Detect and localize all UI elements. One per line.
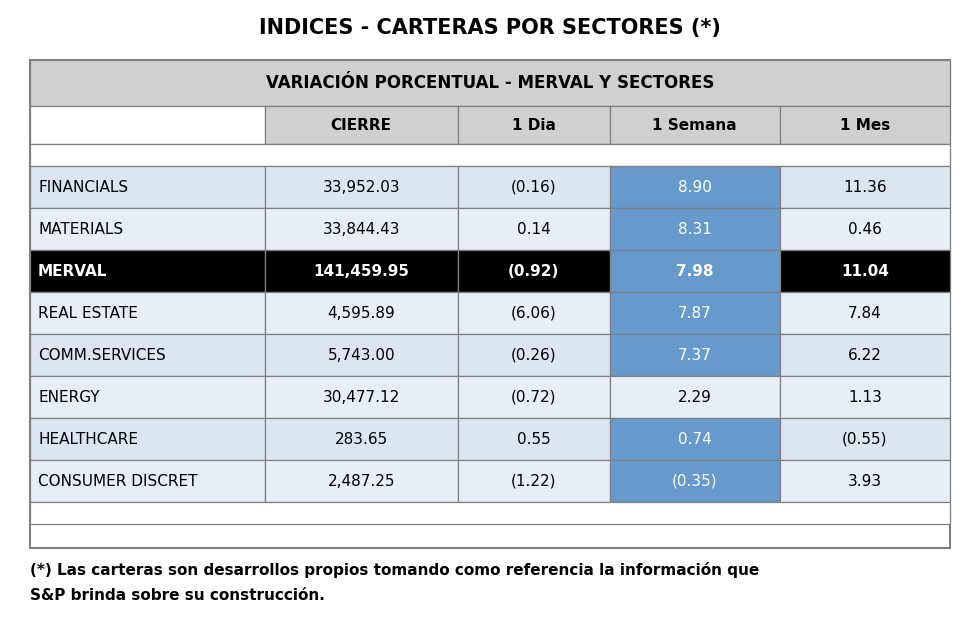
Text: 0.74: 0.74 — [678, 431, 711, 447]
Bar — [610, 376, 780, 418]
Bar — [30, 292, 265, 334]
Text: 7.84: 7.84 — [848, 306, 882, 320]
Bar — [610, 166, 780, 208]
Bar — [610, 292, 780, 334]
Bar — [780, 106, 950, 144]
Bar — [30, 460, 265, 502]
Bar — [30, 250, 265, 292]
Text: VARIACIÓN PORCENTUAL - MERVAL Y SECTORES: VARIACIÓN PORCENTUAL - MERVAL Y SECTORES — [266, 74, 714, 92]
Bar — [780, 208, 950, 250]
Text: 11.36: 11.36 — [843, 179, 887, 195]
Text: ENERGY: ENERGY — [38, 390, 100, 404]
Bar — [610, 250, 780, 292]
Text: 7.87: 7.87 — [678, 306, 711, 320]
Bar — [30, 60, 950, 106]
Bar — [458, 106, 610, 144]
Text: REAL ESTATE: REAL ESTATE — [38, 306, 138, 320]
Text: 30,477.12: 30,477.12 — [322, 390, 400, 404]
Bar — [780, 460, 950, 502]
Text: 4,595.89: 4,595.89 — [327, 306, 395, 320]
Bar — [265, 376, 458, 418]
Text: (0.55): (0.55) — [842, 431, 888, 447]
Bar — [265, 250, 458, 292]
Text: 1.13: 1.13 — [848, 390, 882, 404]
Text: (*) Las carteras son desarrollos propios tomando como referencia la información : (*) Las carteras son desarrollos propios… — [30, 562, 760, 578]
Text: (0.92): (0.92) — [508, 263, 560, 279]
Bar — [265, 106, 458, 144]
Bar — [610, 334, 780, 376]
Bar — [458, 208, 610, 250]
Bar — [458, 376, 610, 418]
Text: S&P brinda sobre su construcción.: S&P brinda sobre su construcción. — [30, 588, 325, 603]
Bar — [265, 418, 458, 460]
Bar — [610, 106, 780, 144]
Text: MERVAL: MERVAL — [38, 263, 108, 279]
Bar — [610, 208, 780, 250]
Text: 0.14: 0.14 — [516, 221, 551, 237]
Bar — [30, 208, 265, 250]
Text: 7.98: 7.98 — [676, 263, 713, 279]
Bar — [30, 334, 265, 376]
Bar — [458, 292, 610, 334]
Bar — [610, 460, 780, 502]
Text: 0.46: 0.46 — [848, 221, 882, 237]
Text: CONSUMER DISCRET: CONSUMER DISCRET — [38, 473, 198, 489]
Text: CIERRE: CIERRE — [330, 117, 392, 133]
Bar — [780, 376, 950, 418]
Text: 7.37: 7.37 — [678, 348, 711, 362]
Bar — [458, 166, 610, 208]
Bar — [458, 418, 610, 460]
Bar — [780, 292, 950, 334]
Bar — [265, 292, 458, 334]
Bar — [265, 460, 458, 502]
Text: COMM.SERVICES: COMM.SERVICES — [38, 348, 166, 362]
Bar — [265, 334, 458, 376]
Bar — [265, 208, 458, 250]
Text: MATERIALS: MATERIALS — [38, 221, 123, 237]
Text: 5,743.00: 5,743.00 — [327, 348, 395, 362]
Text: 11.04: 11.04 — [841, 263, 889, 279]
Bar — [30, 166, 265, 208]
Text: 1 Semana: 1 Semana — [653, 117, 737, 133]
Text: 8.90: 8.90 — [678, 179, 711, 195]
Text: (0.72): (0.72) — [511, 390, 557, 404]
Text: 33,844.43: 33,844.43 — [322, 221, 400, 237]
Text: 2,487.25: 2,487.25 — [327, 473, 395, 489]
Bar — [458, 460, 610, 502]
Text: (0.16): (0.16) — [511, 179, 557, 195]
Bar — [780, 418, 950, 460]
Text: FINANCIALS: FINANCIALS — [38, 179, 128, 195]
Text: 283.65: 283.65 — [334, 431, 388, 447]
Text: HEALTHCARE: HEALTHCARE — [38, 431, 138, 447]
Text: 3.93: 3.93 — [848, 473, 882, 489]
Text: 1 Dia: 1 Dia — [512, 117, 556, 133]
Bar — [30, 106, 265, 144]
Text: (6.06): (6.06) — [511, 306, 557, 320]
Text: 0.55: 0.55 — [516, 431, 551, 447]
Text: INDICES - CARTERAS POR SECTORES (*): INDICES - CARTERAS POR SECTORES (*) — [259, 18, 721, 38]
Bar — [458, 250, 610, 292]
Text: 2.29: 2.29 — [678, 390, 711, 404]
Bar — [30, 502, 950, 524]
Bar — [30, 418, 265, 460]
Bar — [780, 250, 950, 292]
Text: (0.26): (0.26) — [511, 348, 557, 362]
Bar — [30, 376, 265, 418]
Bar — [458, 334, 610, 376]
Bar — [30, 60, 950, 548]
Bar — [30, 144, 950, 166]
Text: 6.22: 6.22 — [848, 348, 882, 362]
Text: (1.22): (1.22) — [511, 473, 557, 489]
Text: 1 Mes: 1 Mes — [840, 117, 890, 133]
Text: 33,952.03: 33,952.03 — [322, 179, 400, 195]
Bar — [265, 166, 458, 208]
Text: (0.35): (0.35) — [672, 473, 717, 489]
Bar — [610, 418, 780, 460]
Bar — [780, 166, 950, 208]
Text: 141,459.95: 141,459.95 — [314, 263, 410, 279]
Text: 8.31: 8.31 — [678, 221, 711, 237]
Bar — [780, 334, 950, 376]
